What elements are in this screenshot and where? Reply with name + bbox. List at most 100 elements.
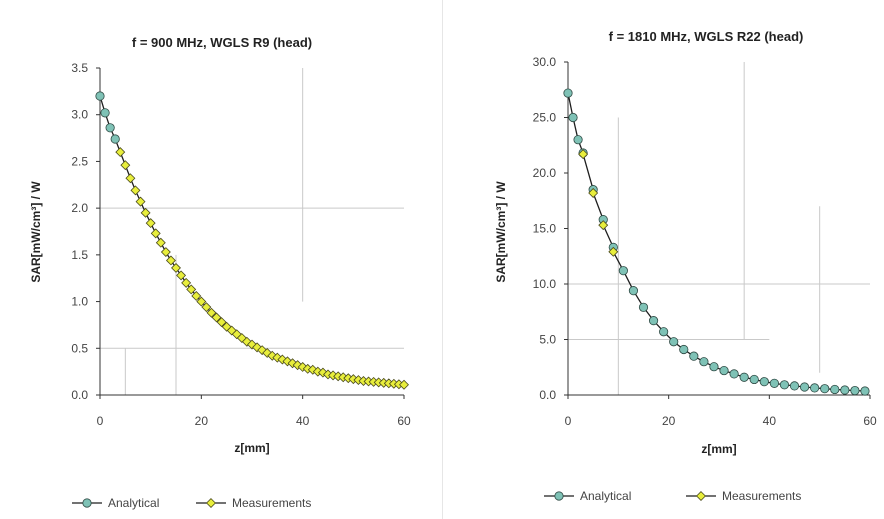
- point-analytical: [648, 316, 659, 326]
- point-measurements: [608, 246, 619, 257]
- chart-1810mhz: 0.0 5.0 10.0 15.0 20.0 25.0 30.0 0 20 40 60 f = 181…: [494, 29, 877, 503]
- point-analytical: [729, 369, 739, 379]
- chart-body: 0.0 5.0 10.0 15.0 20.0 25.0 30.0 0 20 40 60 f = 181…: [494, 29, 877, 503]
- legend-marker: [554, 491, 564, 501]
- point-measurements: [191, 291, 202, 301]
- y-tick-label: 1.0: [71, 295, 88, 309]
- point-analytical: [749, 374, 759, 385]
- point-measurements: [399, 379, 409, 390]
- point-analytical: [759, 377, 769, 387]
- point-measurements: [201, 302, 212, 313]
- legend-label: Measurements: [722, 489, 801, 503]
- point-measurements: [598, 220, 609, 231]
- chart-body: 0.0 0.5 1.0 1.5 2.0 2.5 3.0 3.5 0 20 40 60 f = 900 M…: [29, 35, 411, 510]
- point-analytical: [659, 327, 669, 337]
- x-tick-label: 60: [397, 414, 411, 428]
- point-analytical: [100, 108, 110, 118]
- point-analytical: [699, 357, 709, 367]
- y-tick-label: 20.0: [533, 166, 557, 180]
- y-tick-label: 15.0: [533, 222, 557, 236]
- y-tick-label: 10.0: [533, 277, 557, 291]
- point-analytical: [568, 112, 578, 123]
- x-tick-label: 0: [565, 414, 572, 428]
- point-measurements: [578, 149, 589, 160]
- x-axis-label: z[mm]: [234, 441, 269, 455]
- x-tick-label: 20: [195, 414, 209, 428]
- point-analytical: [573, 135, 583, 145]
- point-analytical: [679, 344, 689, 355]
- y-tick-label: 3.0: [71, 108, 88, 122]
- chart-900mhz: 0.0 0.5 1.0 1.5 2.0 2.5 3.0 3.5 0 20 40 60 f = 900 M…: [29, 35, 411, 510]
- point-analytical: [563, 88, 573, 98]
- y-tick-label: 0.0: [71, 388, 88, 402]
- x-tick-label: 0: [97, 414, 104, 428]
- y-tick-label: 2.0: [71, 201, 88, 215]
- point-measurements: [216, 317, 227, 328]
- point-measurements: [196, 296, 207, 307]
- point-measurements: [171, 262, 181, 273]
- point-measurements: [231, 329, 242, 340]
- point-measurements: [206, 307, 217, 318]
- point-analytical: [739, 372, 749, 382]
- y-tick-label: 3.5: [71, 61, 88, 75]
- point-measurements: [160, 247, 171, 258]
- point-measurements: [140, 207, 151, 218]
- point-measurements: [181, 277, 192, 288]
- point-analytical: [850, 385, 860, 396]
- x-axis-label: z[mm]: [701, 442, 736, 456]
- point-analytical: [95, 91, 105, 101]
- y-tick-label: 1.5: [71, 248, 88, 262]
- x-tick-label: 60: [863, 414, 877, 428]
- y-tick-label: 5.0: [539, 333, 556, 347]
- point-measurements: [145, 218, 156, 229]
- point-analytical: [820, 384, 830, 394]
- point-analytical: [789, 381, 800, 391]
- y-axis-label: SAR[mW/cm³] / W: [494, 181, 508, 283]
- legend-label: Measurements: [232, 496, 311, 510]
- point-measurements: [165, 255, 176, 266]
- y-tick-label: 25.0: [533, 111, 557, 125]
- point-measurements: [120, 160, 131, 171]
- y-tick-label: 0.5: [71, 341, 88, 355]
- point-analytical: [810, 383, 820, 393]
- y-tick-label: 2.5: [71, 154, 88, 168]
- point-analytical: [860, 386, 870, 396]
- point-measurements: [211, 312, 222, 323]
- point-analytical: [110, 134, 120, 144]
- point-measurements: [317, 367, 328, 378]
- point-analytical: [719, 365, 729, 376]
- legend-marker: [82, 498, 92, 508]
- point-measurements: [588, 188, 599, 198]
- y-axis-label: SAR[mW/cm³] / W: [29, 181, 43, 283]
- x-tick-label: 20: [662, 414, 676, 428]
- point-analytical: [689, 351, 699, 361]
- legend-marker: [206, 498, 216, 508]
- point-analytical: [709, 362, 719, 372]
- point-analytical: [638, 302, 649, 312]
- point-analytical: [830, 384, 840, 395]
- point-analytical: [105, 123, 115, 133]
- point-measurements: [115, 147, 126, 158]
- point-measurements: [307, 364, 318, 375]
- legend-marker: [696, 491, 706, 501]
- legend-label: Analytical: [108, 496, 159, 510]
- point-measurements: [135, 196, 146, 207]
- point-analytical: [840, 385, 850, 395]
- panel-divider: [442, 0, 443, 519]
- point-analytical: [669, 337, 679, 347]
- point-measurements: [176, 270, 187, 281]
- data-curve-line: [567, 92, 865, 392]
- point-measurements: [130, 185, 141, 196]
- point-analytical: [769, 378, 779, 388]
- point-measurements: [186, 284, 197, 295]
- point-measurements: [155, 237, 166, 248]
- point-measurements: [125, 173, 136, 184]
- point-analytical: [618, 266, 628, 276]
- y-tick-label: 0.0: [539, 388, 556, 402]
- legend-label: Analytical: [580, 489, 631, 503]
- point-analytical: [628, 286, 639, 296]
- point-measurements: [297, 362, 308, 372]
- x-tick-label: 40: [763, 414, 777, 428]
- x-tick-label: 40: [296, 414, 310, 428]
